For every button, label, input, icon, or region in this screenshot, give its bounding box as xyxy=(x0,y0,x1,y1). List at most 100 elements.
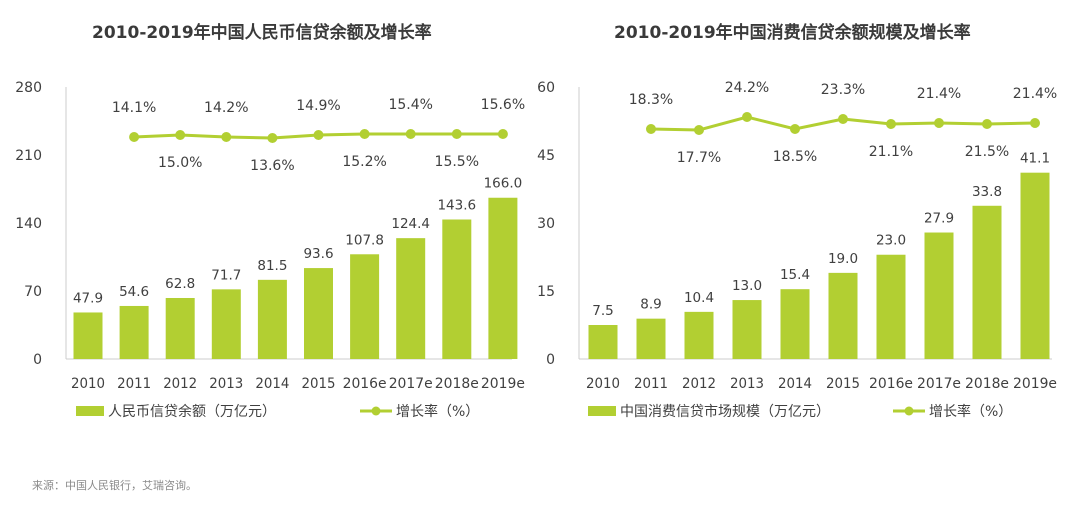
left-x-tick-label: 2014 xyxy=(255,376,289,392)
left-bar-value-label: 81.5 xyxy=(257,258,287,274)
right-x-tick-label: 2012 xyxy=(682,376,716,392)
left-x-tick-label: 2012 xyxy=(163,376,197,392)
right-growth-label: 23.3% xyxy=(821,82,865,98)
left-growth-point xyxy=(267,133,278,143)
right-x-tick-label: 2015 xyxy=(826,376,860,392)
right-growth-point xyxy=(934,118,944,128)
left-bar-value-label: 93.6 xyxy=(303,246,333,262)
right-bar xyxy=(828,272,858,359)
left-growth-label: 14.9% xyxy=(296,98,340,114)
right-growth-point xyxy=(790,124,800,134)
left-growth-point xyxy=(175,130,186,140)
right-x-tick-label: 2014 xyxy=(778,376,812,392)
left-x-tick-label: 2013 xyxy=(209,376,243,392)
right-bar-value-label: 33.8 xyxy=(972,184,1002,200)
right-legend-line-marker xyxy=(904,406,914,416)
chart-title-right: 2010-2019年中国消费信贷余额规模及增长率 xyxy=(614,23,971,43)
right-y-tick-label: 30 xyxy=(537,216,555,232)
right-legend-line-label: 增长率（%） xyxy=(929,403,1012,420)
left-growth-label: 15.6% xyxy=(481,97,525,113)
left-growth-label: 14.1% xyxy=(112,100,156,116)
right-bar-value-label: 23.0 xyxy=(876,233,906,249)
left-growth-point xyxy=(359,129,370,139)
right-x-tick-label: 2017e xyxy=(917,376,961,392)
right-bar xyxy=(780,289,810,359)
left-bar-value-label: 124.4 xyxy=(391,216,430,232)
left-x-tick-label: 2018e xyxy=(435,376,479,392)
right-growth-point xyxy=(886,119,896,129)
right-bar-value-label: 27.9 xyxy=(924,211,954,227)
left-legend-line-label: 增长率（%） xyxy=(396,403,479,420)
left-bar-value-label: 143.6 xyxy=(437,198,476,214)
right-y-tick-label: 15 xyxy=(537,284,555,300)
left-x-tick-label: 2010 xyxy=(71,376,105,392)
left-bar-value-label: 71.7 xyxy=(211,267,241,283)
left-bar xyxy=(119,305,149,359)
chart-title-left: 2010-2019年中国人民币信贷余额及增长率 xyxy=(92,23,432,43)
left-growth-label: 15.4% xyxy=(388,97,432,113)
left-growth-point xyxy=(497,129,508,139)
right-growth-label: 21.4% xyxy=(1013,86,1057,102)
right-bar-value-label: 10.4 xyxy=(684,290,714,306)
right-y-tick-label: 60 xyxy=(537,80,555,96)
right-x-tick-label: 2019e xyxy=(1013,376,1057,392)
left-legend-bar-label: 人民币信贷余额（万亿元） xyxy=(108,403,276,420)
left-bar xyxy=(211,289,241,359)
left-x-tick-label: 2019e xyxy=(481,376,525,392)
right-x-tick-label: 2011 xyxy=(634,376,668,392)
right-growth-point xyxy=(694,125,704,135)
right-growth-label: 21.4% xyxy=(917,86,961,102)
left-growth-label: 13.6% xyxy=(250,158,294,174)
right-growth-label: 18.5% xyxy=(773,149,817,165)
left-bar xyxy=(442,219,472,359)
right-bar xyxy=(636,318,666,359)
left-bar xyxy=(257,279,287,359)
left-y-tick-label: 140 xyxy=(15,216,42,232)
left-growth-label: 15.5% xyxy=(435,154,479,170)
left-bar xyxy=(350,254,380,359)
right-growth-point xyxy=(742,112,752,122)
right-growth-label: 18.3% xyxy=(629,92,673,108)
right-bar-value-label: 15.4 xyxy=(780,267,810,283)
right-bar xyxy=(684,311,714,359)
right-y-tick-label: 0 xyxy=(546,352,555,368)
left-bar-value-label: 166.0 xyxy=(484,176,523,192)
right-growth-label: 21.1% xyxy=(869,144,913,160)
left-bar xyxy=(304,268,333,359)
left-bar-value-label: 62.8 xyxy=(165,276,195,292)
left-growth-point xyxy=(451,129,462,139)
left-y-tick-label: 280 xyxy=(15,80,42,96)
right-bar xyxy=(732,300,762,359)
right-legend-bar-label: 中国消费信贷市场规模（万亿元） xyxy=(620,403,830,420)
right-growth-point xyxy=(838,114,848,124)
left-bar xyxy=(73,312,103,359)
left-growth-point xyxy=(129,132,140,142)
right-growth-point xyxy=(1030,118,1040,128)
right-bar xyxy=(876,254,906,359)
right-x-tick-label: 2016e xyxy=(869,376,913,392)
left-y-tick-label: 0 xyxy=(33,352,42,368)
left-bar-value-label: 107.8 xyxy=(345,232,384,248)
right-bar-value-label: 7.5 xyxy=(592,303,613,319)
right-y-tick-label: 45 xyxy=(537,148,555,164)
left-growth-label: 15.0% xyxy=(158,155,202,171)
left-x-tick-label: 2016e xyxy=(343,376,387,392)
right-x-tick-label: 2018e xyxy=(965,376,1009,392)
source-note: 来源：中国人民银行，艾瑞咨询。 xyxy=(32,479,197,492)
left-growth-label: 15.2% xyxy=(342,154,386,170)
left-y-tick-label: 210 xyxy=(15,148,42,164)
right-bar-value-label: 13.0 xyxy=(732,278,762,294)
left-bar-value-label: 54.6 xyxy=(119,284,149,300)
right-bar-value-label: 41.1 xyxy=(1020,151,1050,167)
right-x-tick-label: 2010 xyxy=(586,376,620,392)
left-x-tick-label: 2017e xyxy=(389,376,433,392)
right-growth-point xyxy=(982,119,992,129)
right-bar-value-label: 19.0 xyxy=(828,251,858,267)
right-bar-value-label: 8.9 xyxy=(640,297,661,313)
right-bar xyxy=(588,325,618,359)
left-legend-bar-swatch xyxy=(76,406,104,416)
right-legend-bar-swatch xyxy=(588,406,616,416)
right-growth-label: 17.7% xyxy=(677,150,721,166)
right-growth-label: 24.2% xyxy=(725,80,769,96)
